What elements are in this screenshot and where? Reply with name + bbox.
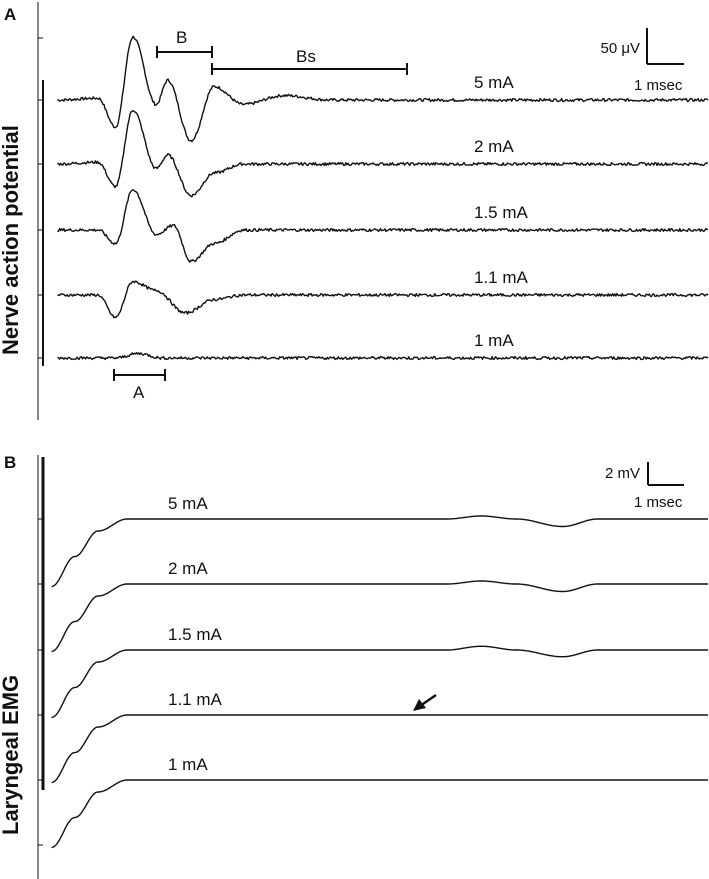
trace-5-mA	[51, 515, 708, 588]
trace-2-mA	[51, 580, 708, 653]
trace-1-5-mA	[51, 645, 708, 719]
panel-b-scale-bar: 2 mV 1 msec	[605, 462, 684, 511]
panel-a-ylabel: Nerve action potential	[0, 125, 23, 355]
panel-b-ylabel: Laryngeal EMG	[0, 675, 23, 835]
bracket-bs-label: Bs	[296, 47, 316, 66]
panel-a-letter: A	[4, 5, 16, 24]
trace-label: 1.5 mA	[474, 203, 529, 222]
trace-label: 1 mA	[168, 755, 208, 774]
bracket-a-label: A	[133, 383, 145, 402]
panel-b-letter: B	[4, 453, 16, 472]
trace-label: 1.5 mA	[168, 625, 223, 644]
component-brackets: B Bs A	[113, 28, 408, 402]
trace-1-1-mA	[51, 714, 708, 784]
trace-label: 1 mA	[474, 331, 514, 350]
trace-5-mA	[57, 35, 709, 143]
trace-label: 5 mA	[474, 73, 514, 92]
trace-label: 2 mA	[168, 559, 208, 578]
chart-nerve-action-potential: 5 mA 2 mA 1.5 mA 1.1 mA 1 mA	[37, 2, 709, 420]
bracket-a: A	[113, 369, 166, 402]
bracket-b: B	[156, 28, 213, 58]
trace-1-5-mA	[57, 189, 709, 263]
trace-1-mA	[57, 352, 709, 361]
panel-b-time-label: 1 msec	[634, 494, 683, 511]
trace-2-mA	[57, 110, 709, 198]
trace-1-1-mA	[57, 280, 709, 319]
panel-a-amplitude-label: 50 μV	[601, 40, 641, 57]
trace-label: 2 mA	[474, 137, 514, 156]
trace-label: 1.1 mA	[168, 690, 223, 709]
panel-b-amplitude-label: 2 mV	[605, 465, 640, 482]
bracket-bs: Bs	[211, 47, 408, 75]
bracket-b-label: B	[176, 28, 187, 47]
trace-label: 5 mA	[168, 494, 208, 513]
panel-a-scale-bar: 50 μV 1 msec	[601, 28, 684, 94]
trace-1-mA	[51, 779, 708, 849]
chart-laryngeal-emg: 5 mA 2 mA 1.5 mA 1.1 mA 1 mA	[37, 455, 708, 879]
panel-a-time-label: 1 msec	[634, 77, 683, 94]
trace-label: 1.1 mA	[474, 268, 529, 287]
arrow-annotation	[413, 693, 437, 711]
